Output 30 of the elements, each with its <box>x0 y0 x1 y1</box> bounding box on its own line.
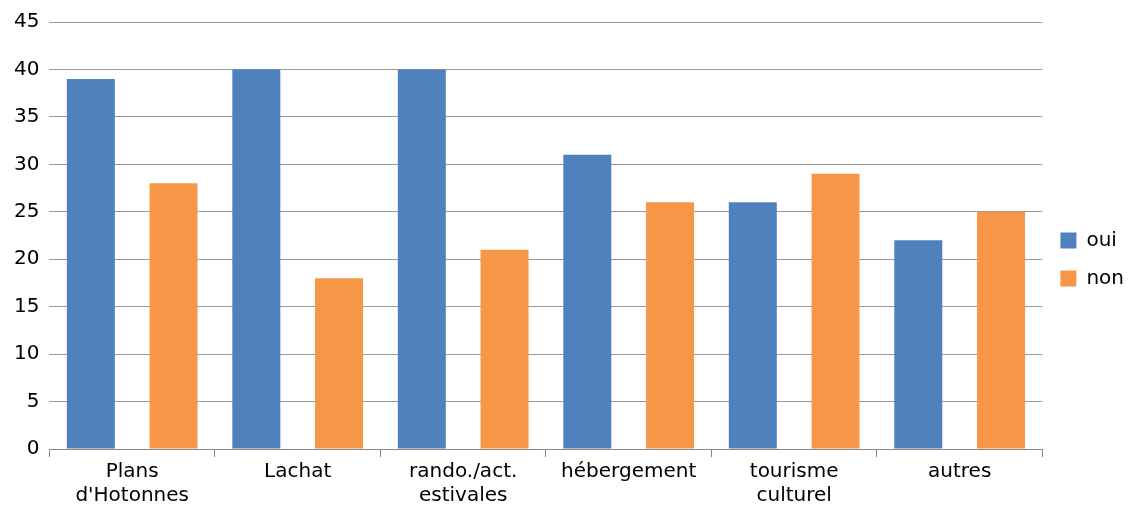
x-tick-label: hébergement <box>561 458 697 483</box>
bar <box>232 69 281 449</box>
y-tick-label: 15 <box>14 292 40 317</box>
bar <box>66 78 115 449</box>
bar <box>480 249 529 449</box>
bar <box>646 202 695 449</box>
y-tick-label: 45 <box>14 8 40 33</box>
y-tick-label: 0 <box>26 435 40 460</box>
bar <box>149 183 198 449</box>
x-tick-label: autres <box>928 458 992 483</box>
y-tick-label: 25 <box>14 197 40 222</box>
y-tick-label: 30 <box>14 150 40 175</box>
legend-label: non <box>1086 264 1125 289</box>
y-tick-label: 40 <box>14 55 40 80</box>
y-tick-label: 10 <box>14 340 40 365</box>
bar <box>811 173 860 449</box>
bar <box>563 154 612 449</box>
y-tick-label: 5 <box>26 387 40 412</box>
bar <box>315 278 364 449</box>
x-tick-label: tourisme culturel <box>749 458 839 507</box>
bar <box>894 240 943 449</box>
bar <box>977 211 1026 449</box>
bar <box>397 69 446 449</box>
x-tick-label: Plans d'Hotonnes <box>75 458 190 507</box>
x-tick-label: rando./act. estivales <box>409 458 518 507</box>
bar <box>728 202 777 449</box>
y-tick-label: 35 <box>14 103 40 128</box>
y-tick-label: 20 <box>14 245 40 270</box>
legend-label: oui <box>1086 226 1117 251</box>
x-tick-label: Lachat <box>264 458 332 483</box>
